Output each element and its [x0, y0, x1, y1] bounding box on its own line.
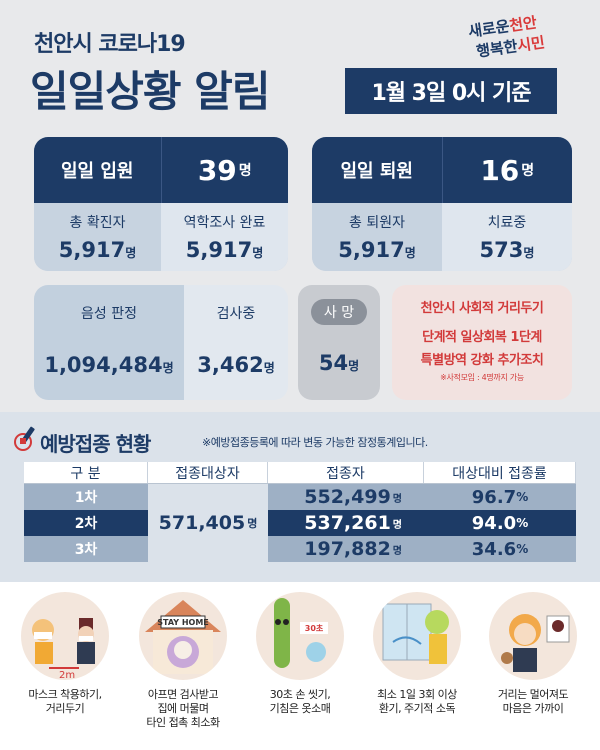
death-card: 사 망 54명 [298, 285, 380, 400]
dose-count: 552,499 명 [304, 486, 402, 508]
admission-count: 39 명 [197, 153, 252, 187]
epi-investigation-value: 5,917명 [185, 238, 264, 262]
total-confirmed: 총 확진자 5,917명 [34, 203, 161, 271]
death-label: 사 망 [311, 299, 367, 325]
total-discharged-label: 총 퇴원자 [349, 215, 405, 231]
mask-distance-illustration: 2m [21, 592, 109, 680]
in-treatment: 치료중 573명 [442, 203, 572, 271]
table-header: 구 분 접종대상자 접종자 대상대비 접종률 [24, 462, 576, 484]
pending-tests: 검사중 3,462명 [184, 285, 288, 400]
header-vaccinated: 접종자 [268, 462, 424, 483]
table-row: 2차 537,261 명 94.0% [24, 510, 576, 536]
header-rate: 대상대비 접종률 [424, 462, 576, 483]
tip-text: 30초 손 씻기, [269, 688, 331, 701]
discharge-label: 일일 퇴원 [312, 137, 443, 203]
tip-text: 환기, 주기적 소독 [378, 702, 456, 715]
vaccination-table: 구 분 접종대상자 접종자 대상대비 접종률 1차 552,499 명 96.7%… [24, 462, 576, 562]
tip-text: 집에 머물며 [157, 702, 209, 715]
tip-text: 거리는 멀어져도 [497, 688, 569, 701]
distancing-line1: 단계적 일상회복 1단계 [422, 330, 542, 345]
vaccination-note: ※예방접종등록에 따라 변동 가능한 잠정통계입니다. [202, 436, 428, 449]
header-title: 일일상황 알림 [30, 67, 270, 116]
distancing-title: 천안시 사회적 거리두기 [420, 301, 544, 316]
admission-card: 일일 입원 39 명 총 확진자 5,917명 역학조사 완료 5,917명 [34, 137, 288, 271]
header-subtitle: 천안시 코로나19 [34, 32, 186, 57]
heart-distance-illustration [489, 592, 577, 680]
tip-ventilation: 최소 1일 3회 이상 환기, 주기적 소독 [362, 592, 472, 716]
pending-label: 검사중 [216, 306, 256, 322]
negative-value: 1,094,484명 [44, 353, 174, 377]
prevention-tips: 2m 마스크 착용하기, 거리두기 STAY HOME 아프면 [0, 582, 600, 750]
distance-text: 2m [59, 670, 75, 680]
death-value: 54명 [318, 351, 360, 375]
vaccination-section: 예방접종 현황 ※예방접종등록에 따라 변동 가능한 잠정통계입니다. 구 분 … [0, 412, 600, 582]
total-discharged-value: 5,917명 [338, 238, 416, 262]
dose-count: 537,261 명 [304, 512, 402, 534]
stay-home-illustration: STAY HOME [139, 592, 227, 680]
date-badge: 1월 3일 0시 기준 [345, 68, 557, 114]
dose-rate: 34.6% [471, 538, 529, 560]
dose-label: 2차 [74, 516, 98, 532]
in-treatment-value: 573명 [479, 238, 535, 262]
dose-count: 197,882 명 [304, 538, 402, 560]
header-target: 접종대상자 [148, 462, 268, 483]
dose-label: 1차 [74, 490, 98, 506]
tip-text: 타인 접촉 최소화 [146, 716, 220, 729]
timer-text: 30초 [305, 624, 324, 633]
ventilation-illustration [373, 592, 461, 680]
epi-investigation-label: 역학조사 완료 [183, 215, 266, 231]
dose-rate: 94.0% [471, 512, 529, 534]
tip-mask: 2m 마스크 착용하기, 거리두기 [10, 592, 120, 716]
city-logo: 새로운천안 행복한시민 [458, 13, 578, 61]
distancing-note: ※사적모임 : 4명까지 가능 [440, 373, 524, 382]
tip-heart: 거리는 멀어져도 마음은 가까이 [478, 592, 588, 716]
tip-text: 아프면 검사받고 [147, 688, 219, 701]
distancing-line2: 특별방역 강화 추가조치 [420, 353, 544, 368]
table-row: 3차 197,882 명 34.6% [24, 536, 576, 562]
distancing-card: 천안시 사회적 거리두기 단계적 일상회복 1단계 특별방역 강화 추가조치 ※… [392, 285, 572, 400]
negative-label: 음성 판정 [81, 306, 137, 322]
tip-text: 마스크 착용하기, [28, 688, 102, 701]
dose-rate: 96.7% [471, 486, 529, 508]
discharge-count: 16 명 [480, 153, 535, 187]
total-confirmed-value: 5,917명 [58, 238, 137, 262]
stay-home-text: STAY HOME [157, 618, 209, 627]
header: 천안시 코로나19 일일상황 알림 1월 3일 0시 기준 새로운천안 행복한시… [0, 0, 600, 132]
epi-investigation: 역학조사 완료 5,917명 [161, 203, 288, 271]
total-confirmed-label: 총 확진자 [69, 215, 126, 231]
discharge-card: 일일 퇴원 16 명 총 퇴원자 5,917명 치료중 573명 [312, 137, 572, 271]
dose-label: 3차 [74, 542, 98, 558]
in-treatment-label: 치료중 [487, 215, 527, 231]
syringe-icon [14, 426, 35, 451]
test-results-card: 음성 판정 1,094,484명 검사중 3,462명 [34, 285, 288, 400]
tip-handwash: 30초 30초 손 씻기, 기침은 옷소매 [245, 592, 355, 716]
tip-text: 마음은 가까이 [502, 702, 564, 715]
admission-label: 일일 입원 [34, 137, 162, 203]
logo-text: 행복한 [475, 37, 519, 61]
table-row: 1차 552,499 명 96.7% [24, 484, 576, 510]
tip-text: 최소 1일 3회 이상 [377, 688, 457, 701]
tip-stay-home: STAY HOME 아프면 검사받고 집에 머물며 타인 접촉 최소화 [128, 592, 238, 730]
header-category: 구 분 [24, 462, 148, 483]
logo-text: 시민 [516, 33, 547, 55]
vaccination-title: 예방접종 현황 [40, 432, 151, 456]
total-discharged: 총 퇴원자 5,917명 [312, 203, 442, 271]
handwash-illustration: 30초 [256, 592, 344, 680]
negative-results: 음성 판정 1,094,484명 [34, 285, 184, 400]
pending-value: 3,462명 [197, 353, 275, 377]
tip-text: 거리두기 [45, 702, 85, 715]
tip-text: 기침은 옷소매 [269, 702, 331, 715]
target-population: 571,405 명 [148, 484, 268, 562]
